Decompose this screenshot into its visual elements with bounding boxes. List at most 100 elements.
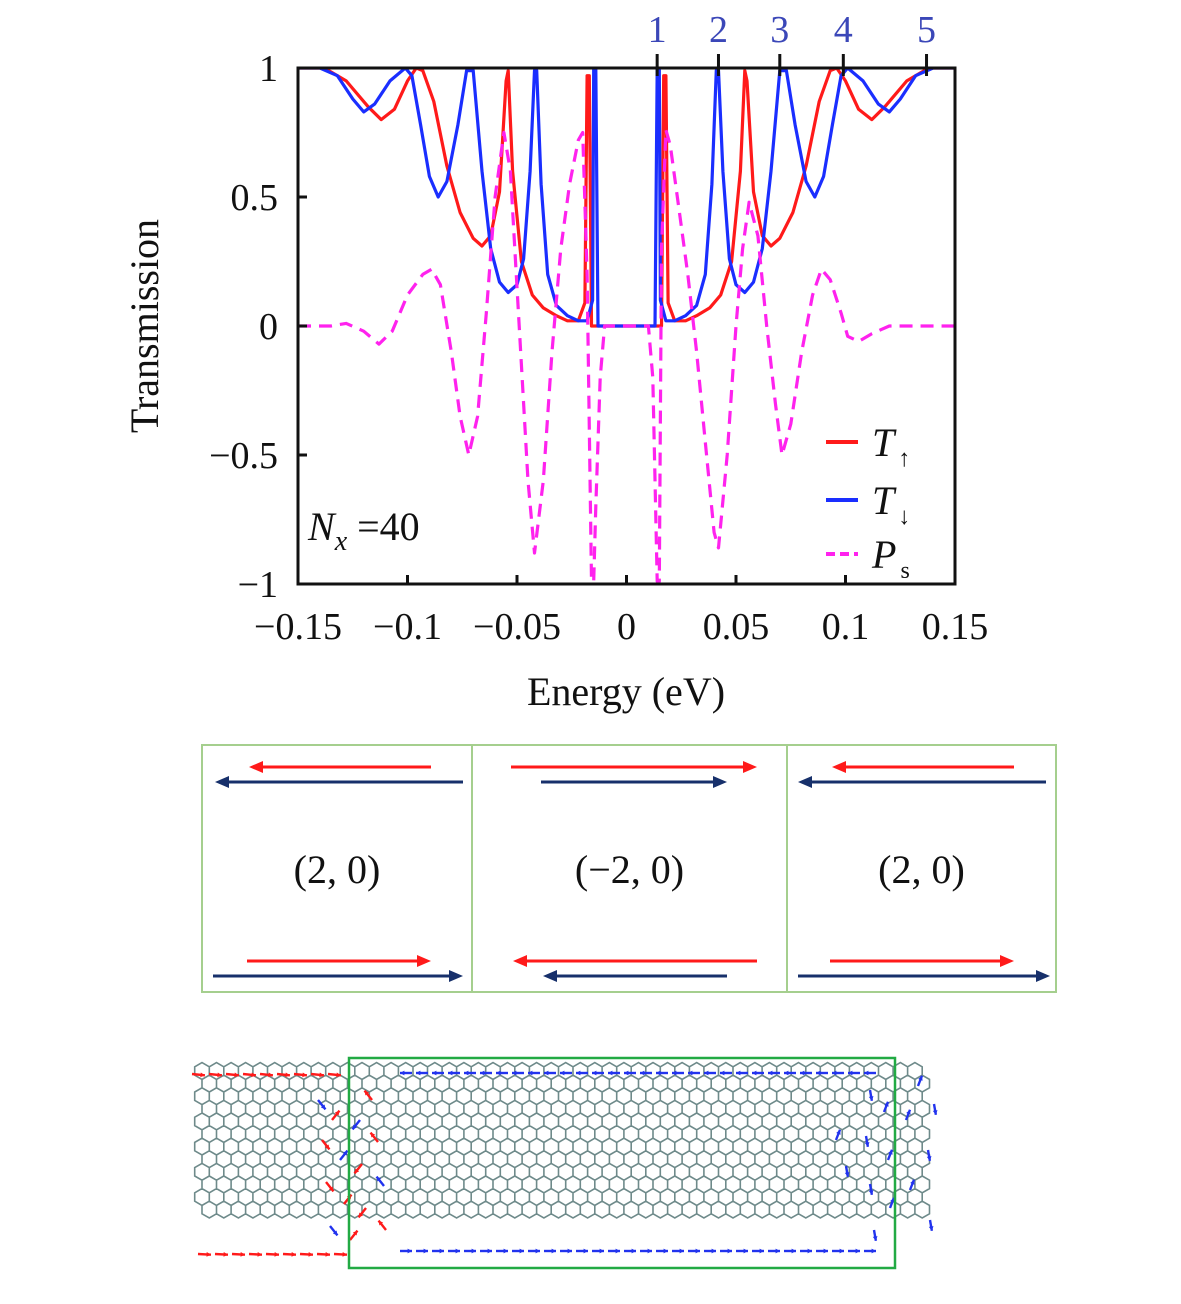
x-tick-label: 0 xyxy=(617,606,636,648)
spin-arrow-head xyxy=(807,1248,812,1254)
spin-arrow-head xyxy=(672,1070,677,1076)
peak-marker-label: 4 xyxy=(834,9,853,51)
spin-arrow-head xyxy=(352,1230,358,1236)
lattice-hexagons xyxy=(193,1061,931,1219)
arrow-top-navy-head xyxy=(798,776,812,788)
x-tick-label: 0.15 xyxy=(922,606,989,648)
spin-arrow-head xyxy=(884,1101,889,1107)
spin-arrow-head xyxy=(342,1252,347,1257)
spin-arrow-head xyxy=(868,1190,874,1195)
spin-arrow-head xyxy=(206,1252,211,1257)
panel-label-right: (2, 0) xyxy=(878,847,965,892)
spin-arrow-head xyxy=(480,1070,485,1076)
spin-arrow-head xyxy=(496,1070,501,1076)
spin-arrow-head xyxy=(308,1252,313,1257)
y-tick-label: 0 xyxy=(259,306,278,348)
spin-arrow-head xyxy=(844,1172,850,1177)
spin-arrow-head xyxy=(592,1070,597,1076)
spin-arrow-head xyxy=(364,1090,370,1096)
arrow-bottom-navy-head xyxy=(543,970,557,982)
arrow-top-navy-head xyxy=(215,776,229,788)
spin-arrow-head xyxy=(324,1144,330,1150)
spin-arrow-head xyxy=(727,1248,732,1254)
spin-arrow-head xyxy=(743,1248,748,1254)
spin-arrow-head xyxy=(519,1248,524,1254)
spin-arrow-head xyxy=(888,1149,893,1155)
arrow-bottom-navy-head xyxy=(449,970,463,982)
spin-arrow-head xyxy=(544,1070,549,1076)
x-tick-label: −0.1 xyxy=(373,606,442,648)
spin-arrow-head xyxy=(342,1150,348,1156)
spin-arrow-head xyxy=(647,1248,652,1254)
spin-arrow-head xyxy=(200,1072,205,1078)
x-tick-label: 0.1 xyxy=(822,606,870,648)
spin-arrow-head xyxy=(800,1070,805,1076)
spin-arrow-head xyxy=(302,1072,307,1078)
spin-arrow-head xyxy=(354,1168,360,1174)
series-line-p-s xyxy=(298,128,955,583)
spin-arrow-head xyxy=(416,1070,421,1076)
legend-label: T ↓ xyxy=(872,478,910,530)
spin-arrow-head xyxy=(407,1248,412,1254)
spin-arrow-head xyxy=(336,1072,341,1078)
spin-arrow-head xyxy=(512,1070,517,1076)
spin-arrow-head xyxy=(487,1248,492,1254)
spin-arrow-head xyxy=(928,1226,934,1231)
arrow-bottom-red-head xyxy=(1000,955,1014,967)
spin-arrow-head xyxy=(663,1248,668,1254)
spin-arrow-head xyxy=(376,1176,382,1182)
spin-arrow-head xyxy=(906,1109,911,1115)
panel-label-middle: (−2, 0) xyxy=(574,847,685,892)
spin-arrow-head xyxy=(704,1070,709,1076)
spin-arrow-head xyxy=(848,1070,853,1076)
legend-label: T ↑ xyxy=(872,420,910,472)
peak-marker-label: 1 xyxy=(648,9,667,51)
peak-marker-label: 3 xyxy=(770,9,789,51)
spin-arrow-head xyxy=(720,1070,725,1076)
spin-arrow-head xyxy=(285,1072,290,1078)
spin-arrow-head xyxy=(791,1248,796,1254)
y-axis-label: Transmission xyxy=(122,219,167,433)
spin-arrow-head xyxy=(257,1252,262,1257)
arrow-bottom-navy-head xyxy=(1036,970,1050,982)
spin-arrow-head xyxy=(448,1070,453,1076)
y-tick-label: −0.5 xyxy=(209,435,278,477)
spin-arrow-head xyxy=(932,1110,938,1115)
scattering-region-box xyxy=(347,1056,897,1270)
arrow-bottom-red-head xyxy=(513,955,527,967)
spin-arrow-head xyxy=(334,1110,340,1116)
spin-arrow-head xyxy=(567,1248,572,1254)
spin-arrow-head xyxy=(464,1070,469,1076)
spin-arrow-head xyxy=(319,1072,324,1078)
spin-arrow-head xyxy=(695,1248,700,1254)
nx-annotation: Nx =40 xyxy=(307,504,420,557)
graphene-ribbon-lattice xyxy=(191,1056,938,1270)
spin-arrow-head xyxy=(370,1132,376,1138)
spin-arrow-head xyxy=(679,1248,684,1254)
spin-arrow-head xyxy=(775,1248,780,1254)
spin-arrow-head xyxy=(471,1248,476,1254)
y-tick-label: 1 xyxy=(259,48,278,90)
spin-arrow-head xyxy=(503,1248,508,1254)
spin-arrow-head xyxy=(926,1156,932,1161)
spin-arrow-head xyxy=(656,1070,661,1076)
arrow-top-navy-head xyxy=(713,776,727,788)
spin-arrow-head xyxy=(217,1072,222,1078)
spin-arrow-head xyxy=(358,1212,364,1218)
spin-arrow-head xyxy=(328,1186,334,1192)
spin-arrow-head xyxy=(432,1070,437,1076)
region-panel-middle: (−2, 0) xyxy=(471,744,788,993)
spin-arrow-head xyxy=(855,1248,860,1254)
spin-arrow-head xyxy=(528,1070,533,1076)
spin-arrow-head xyxy=(583,1248,588,1254)
x-tick-label: −0.05 xyxy=(473,606,561,648)
spin-arrow-head xyxy=(576,1070,581,1076)
spin-arrow-head xyxy=(836,1129,841,1135)
spin-arrow-head xyxy=(736,1070,741,1076)
spin-arrow-head xyxy=(640,1070,645,1076)
spin-arrow-head xyxy=(872,1236,878,1241)
spin-arrow-head xyxy=(784,1070,789,1076)
arrow-top-red-head xyxy=(743,761,757,773)
